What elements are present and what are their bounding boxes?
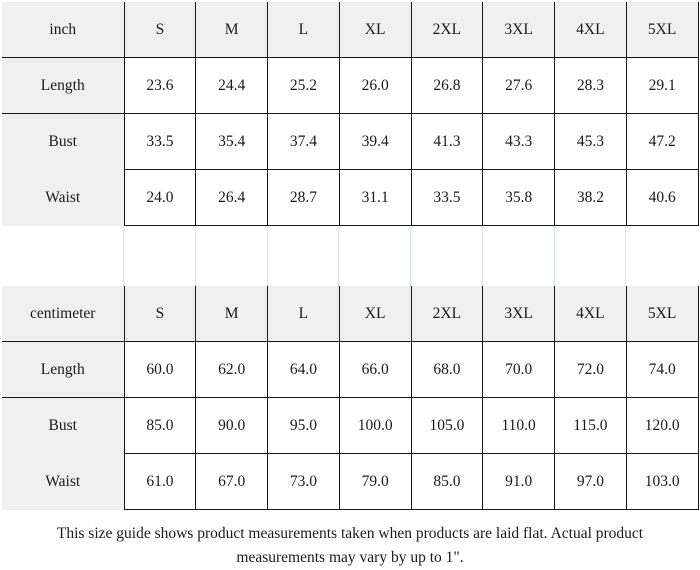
cell-value: 103.0 <box>625 453 699 510</box>
cell-value: 72.0 <box>554 341 627 398</box>
column-header-s: S <box>123 2 197 58</box>
row-label-length: Length <box>2 341 124 398</box>
cell-value: 27.6 <box>482 57 555 114</box>
column-header-5xl: 5XL <box>625 286 699 342</box>
column-header-3xl: 3XL <box>482 286 555 342</box>
cell-value: 26.4 <box>195 169 268 226</box>
spacer-cell <box>195 226 268 286</box>
column-header-l: L <box>267 286 340 342</box>
column-header-s: S <box>123 286 197 342</box>
cell-value: 39.4 <box>338 113 412 170</box>
row-label-waist: Waist <box>2 453 124 510</box>
cell-value: 31.1 <box>338 169 412 226</box>
row-label-bust: Bust <box>2 113 124 170</box>
cell-value: 62.0 <box>195 341 268 398</box>
cell-value: 115.0 <box>554 397 627 454</box>
cell-value: 85.0 <box>123 397 197 454</box>
cell-value: 74.0 <box>625 341 699 398</box>
cell-value: 33.5 <box>123 113 197 170</box>
cell-value: 26.0 <box>338 57 412 114</box>
column-header-4xl: 4XL <box>554 2 627 58</box>
cell-value: 110.0 <box>482 397 555 454</box>
spacer-cell <box>554 226 627 286</box>
cell-value: 64.0 <box>267 341 340 398</box>
table-header-row: centimeter S M L XL 2XL 3XL 4XL 5XL <box>2 286 699 342</box>
column-header-m: M <box>195 2 268 58</box>
column-header-xl: XL <box>338 2 412 58</box>
table-row: Waist 24.0 26.4 28.7 31.1 33.5 35.8 38.2… <box>2 169 699 226</box>
cell-value: 73.0 <box>267 453 340 510</box>
table-row: Bust 33.5 35.4 37.4 39.4 41.3 43.3 45.3 … <box>2 113 699 170</box>
cell-value: 38.2 <box>554 169 627 226</box>
cell-value: 43.3 <box>482 113 555 170</box>
column-header-5xl: 5XL <box>625 2 699 58</box>
spacer-cell <box>124 226 196 286</box>
column-header-3xl: 3XL <box>482 2 555 58</box>
cell-value: 24.4 <box>195 57 268 114</box>
table-row: Waist 61.0 67.0 73.0 79.0 85.0 91.0 97.0… <box>2 453 699 510</box>
size-guide-footnote: This size guide shows product measuremen… <box>2 510 698 570</box>
cell-value: 70.0 <box>482 341 555 398</box>
cell-value: 95.0 <box>267 397 340 454</box>
row-label-waist: Waist <box>2 169 124 226</box>
spacer-cell <box>267 226 340 286</box>
cell-value: 23.6 <box>123 57 197 114</box>
spacer-cell <box>411 226 483 286</box>
cell-value: 61.0 <box>123 453 197 510</box>
size-table-inch: inch S M L XL 2XL 3XL 4XL 5XL Length 23.… <box>2 2 699 226</box>
cell-value: 85.0 <box>410 453 484 510</box>
cell-value: 105.0 <box>410 397 484 454</box>
cell-value: 79.0 <box>338 453 412 510</box>
cell-value: 25.2 <box>267 57 340 114</box>
cell-value: 66.0 <box>338 341 412 398</box>
column-header-2xl: 2XL <box>410 2 484 58</box>
column-header-4xl: 4XL <box>554 286 627 342</box>
cell-value: 91.0 <box>482 453 555 510</box>
cell-value: 40.6 <box>625 169 699 226</box>
cell-value: 35.4 <box>195 113 268 170</box>
table-spacer-row <box>2 226 698 286</box>
cell-value: 90.0 <box>195 397 268 454</box>
cell-value: 100.0 <box>338 397 412 454</box>
cell-value: 68.0 <box>410 341 484 398</box>
table-row: Bust 85.0 90.0 95.0 100.0 105.0 110.0 11… <box>2 397 699 454</box>
table-row: Length 23.6 24.4 25.2 26.0 26.8 27.6 28.… <box>2 57 699 114</box>
cell-value: 28.7 <box>267 169 340 226</box>
column-header-l: L <box>267 2 340 58</box>
cell-value: 45.3 <box>554 113 627 170</box>
row-label-length: Length <box>2 57 124 114</box>
spacer-label-cell <box>2 226 124 286</box>
column-header-2xl: 2XL <box>410 286 484 342</box>
cell-value: 67.0 <box>195 453 268 510</box>
row-label-bust: Bust <box>2 397 124 454</box>
spacer-cell <box>626 226 698 286</box>
cell-value: 97.0 <box>554 453 627 510</box>
table-header-row: inch S M L XL 2XL 3XL 4XL 5XL <box>2 2 699 58</box>
cell-value: 41.3 <box>410 113 484 170</box>
cell-value: 24.0 <box>123 169 197 226</box>
cell-value: 37.4 <box>267 113 340 170</box>
cell-value: 47.2 <box>625 113 699 170</box>
table-row: Length 60.0 62.0 64.0 66.0 68.0 70.0 72.… <box>2 341 699 398</box>
spacer-cell <box>339 226 411 286</box>
spacer-cell <box>482 226 555 286</box>
size-table-centimeter: centimeter S M L XL 2XL 3XL 4XL 5XL Leng… <box>2 286 699 510</box>
cell-value: 29.1 <box>625 57 699 114</box>
cell-value: 33.5 <box>410 169 484 226</box>
cell-value: 26.8 <box>410 57 484 114</box>
cell-value: 28.3 <box>554 57 627 114</box>
cell-value: 120.0 <box>625 397 699 454</box>
unit-label-centimeter: centimeter <box>2 286 124 342</box>
cell-value: 35.8 <box>482 169 555 226</box>
column-header-m: M <box>195 286 268 342</box>
unit-label-inch: inch <box>2 2 124 58</box>
cell-value: 60.0 <box>123 341 197 398</box>
column-header-xl: XL <box>338 286 412 342</box>
